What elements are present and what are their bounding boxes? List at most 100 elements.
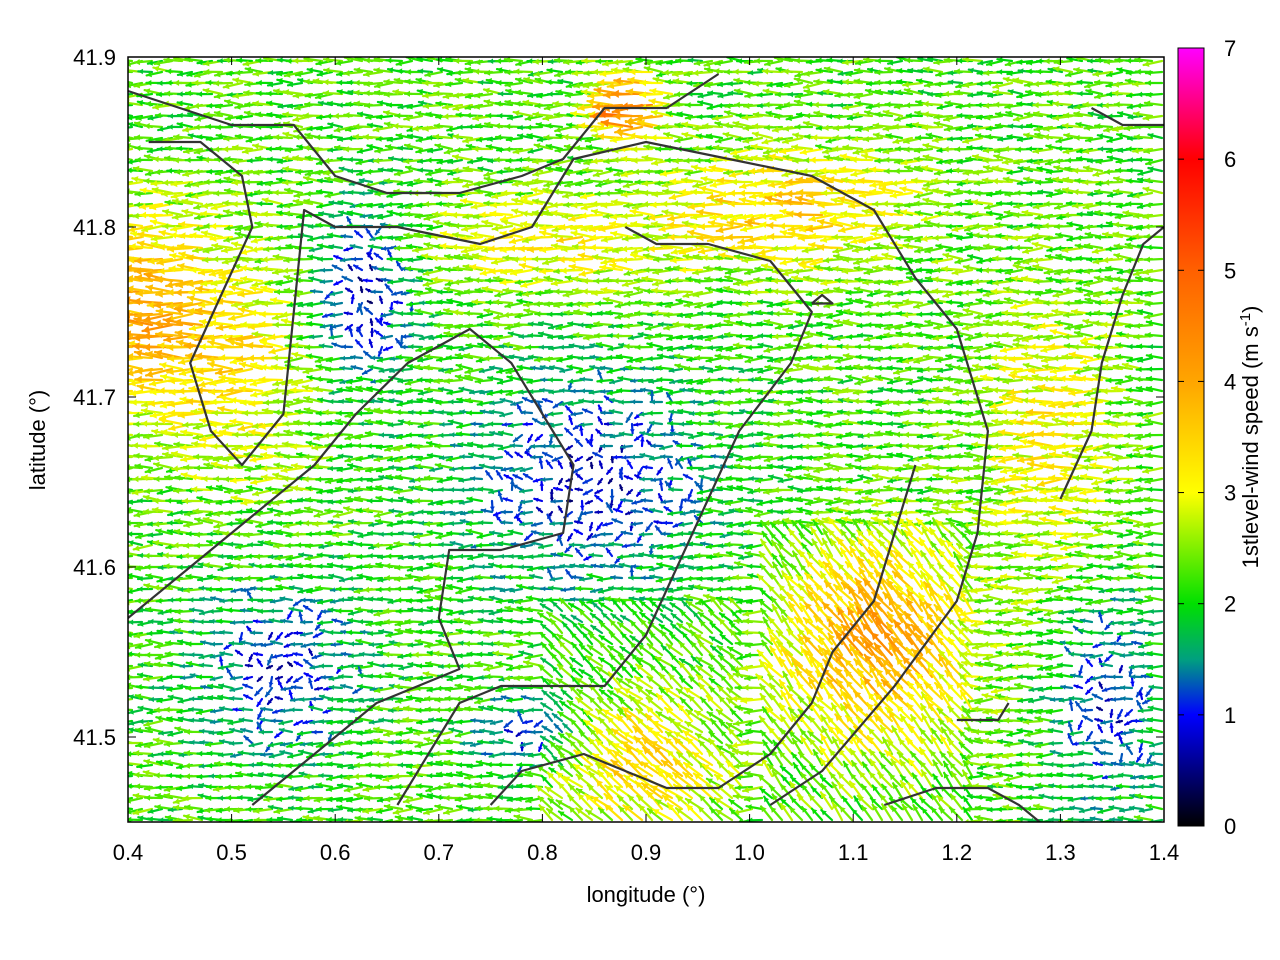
wind-vector <box>118 126 132 132</box>
wind-vector <box>332 343 342 348</box>
wind-vector <box>113 148 132 154</box>
wind-vector <box>388 167 402 173</box>
wind-vector <box>559 479 563 484</box>
wind-vector <box>208 361 232 369</box>
wind-vector <box>729 366 742 371</box>
wind-vector <box>587 456 592 460</box>
wind-vector <box>1137 464 1152 470</box>
wind-vector <box>343 276 353 281</box>
wind-vector <box>307 321 322 327</box>
wind-vector <box>146 468 162 474</box>
wind-vector <box>547 461 552 468</box>
wind-vector <box>543 398 552 403</box>
wind-vector <box>349 265 353 270</box>
wind-vector <box>143 325 173 334</box>
wind-vector <box>379 267 392 272</box>
wind-vector <box>583 479 592 484</box>
wind-vector <box>599 461 603 468</box>
wind-vector <box>521 410 532 415</box>
wind-vector <box>367 229 373 237</box>
wind-vector <box>607 468 612 474</box>
wind-vector <box>716 138 732 144</box>
wind-vector <box>154 462 172 468</box>
wind-vector <box>345 311 352 315</box>
wind-vector <box>824 257 842 263</box>
wind-vector <box>994 154 1012 160</box>
wind-vector <box>965 302 982 308</box>
wind-vector <box>348 327 353 336</box>
wind-vector <box>596 300 612 306</box>
wind-vector <box>1147 366 1162 372</box>
wind-vector <box>649 432 662 438</box>
wind-vector <box>661 454 672 459</box>
wind-vector <box>635 435 642 440</box>
wind-vector <box>631 399 642 404</box>
wind-vector <box>511 443 523 448</box>
wind-vector <box>947 299 962 305</box>
wind-vector <box>369 340 373 347</box>
wind-vector <box>1145 257 1162 263</box>
wind-vector <box>657 377 672 383</box>
wind-vector <box>628 461 633 468</box>
wind-vector <box>1145 276 1162 282</box>
wind-vector <box>230 285 252 292</box>
wind-vector <box>548 377 562 383</box>
wind-vector <box>795 77 812 83</box>
wind-vector <box>844 242 862 248</box>
wind-vector <box>568 416 572 424</box>
wind-vector <box>1104 179 1122 185</box>
wind-vector <box>1117 133 1132 139</box>
wind-vector <box>229 314 252 321</box>
wind-vector <box>351 355 362 360</box>
wind-vector <box>758 92 773 98</box>
wind-vector <box>984 103 1002 109</box>
wind-vector <box>375 254 382 260</box>
wind-vector <box>379 297 383 303</box>
wind-vector <box>572 412 583 417</box>
wind-vector <box>598 479 602 484</box>
wind-vector <box>541 477 552 482</box>
wind-vector <box>670 193 692 200</box>
wind-vector <box>576 474 582 479</box>
wind-vector <box>1145 178 1162 184</box>
wind-vector <box>579 427 584 436</box>
wind-vector <box>677 400 693 406</box>
wind-vector <box>590 463 594 468</box>
wind-vector <box>558 461 562 468</box>
wind-vector <box>553 189 572 195</box>
wind-vector <box>914 303 932 309</box>
wind-vector <box>350 295 355 303</box>
wind-vector <box>997 215 1012 221</box>
wind-vector <box>955 259 972 265</box>
wind-vector <box>596 430 602 435</box>
wind-vector <box>647 424 652 433</box>
wind-vector <box>188 295 212 303</box>
wind-vector <box>340 366 352 371</box>
wind-vector <box>943 253 962 260</box>
wind-vector <box>405 420 422 426</box>
wind-vector <box>567 446 573 450</box>
wind-vector <box>888 365 902 371</box>
wind-vector <box>933 288 952 295</box>
wind-vector <box>489 421 503 427</box>
wind-vector <box>643 465 652 470</box>
wind-vector <box>610 421 622 426</box>
wind-vector <box>514 68 532 74</box>
wind-vector <box>393 123 412 129</box>
wind-vector <box>594 171 612 177</box>
wind-vector <box>858 333 872 339</box>
wind-vector <box>524 474 532 479</box>
wind-vector <box>333 265 342 270</box>
wind-vector <box>116 77 132 83</box>
wind-vector <box>1091 454 1112 461</box>
wind-vector <box>804 83 822 89</box>
wind-vector <box>274 398 292 404</box>
wind-vector <box>593 452 602 457</box>
wind-vector <box>613 455 622 460</box>
wind-vector <box>195 214 212 220</box>
wind-vector <box>1146 432 1162 438</box>
wind-vector <box>1146 80 1162 86</box>
wind-vector <box>341 234 352 239</box>
wind-vector <box>370 329 375 336</box>
wind-vector <box>150 212 172 219</box>
